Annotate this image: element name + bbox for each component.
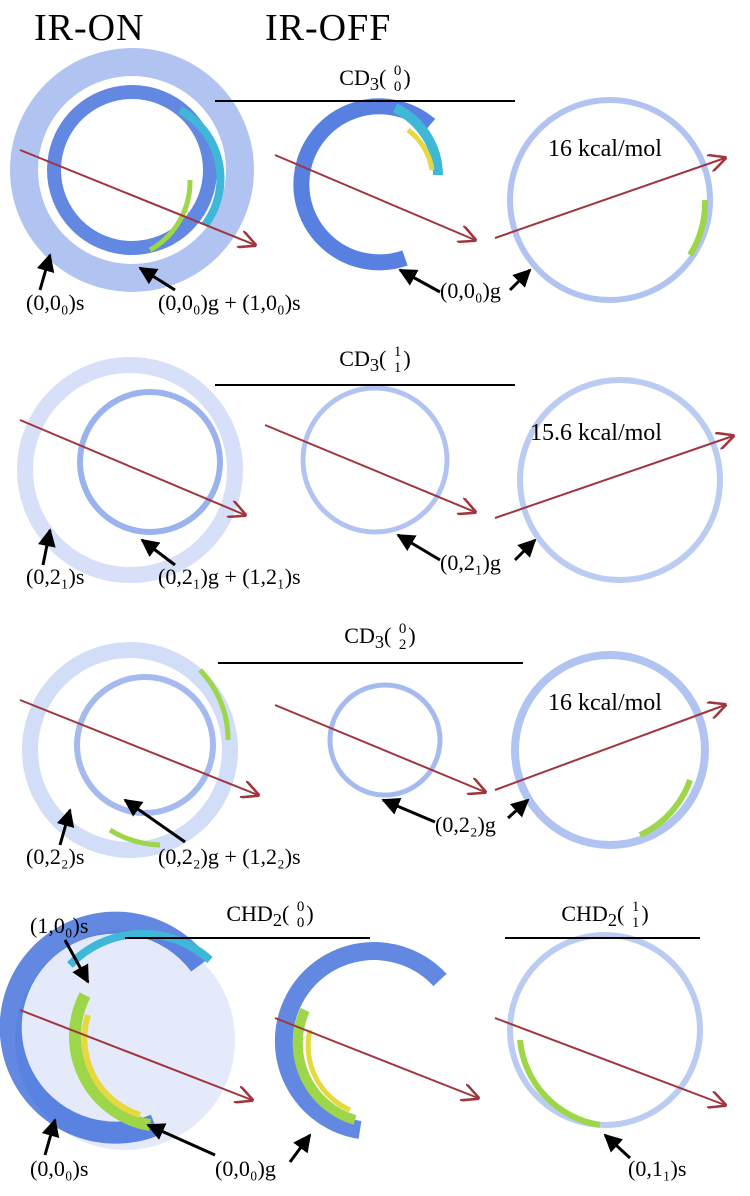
pointer-r4-c (146, 1123, 216, 1157)
label-r1-a: (0,0₀)s (26, 290, 85, 315)
label-r4-d: (0,1₁)s (628, 1156, 687, 1181)
pointer-r1-c (398, 268, 441, 294)
image-row4-ir-off (274, 942, 447, 1139)
image-row3-ir-off (327, 682, 443, 798)
image-row2-ir-off (300, 385, 450, 535)
label-r3-b: (0,2₂)g + (1,2₂)s (158, 844, 301, 869)
image-row3-right (511, 651, 709, 849)
header-ir-on: IR-ON (34, 7, 145, 49)
pointer-r2-a (37, 528, 56, 566)
label-r3-a: (0,2₂)s (26, 844, 85, 869)
image-row1-right (507, 97, 713, 303)
energy-row2: 15.6 kcal/mol (530, 420, 662, 446)
pointer-r1-d (508, 268, 532, 292)
label-r4-a: (1,0₀)s (30, 913, 89, 938)
label-r2-a: (0,2₁)s (26, 564, 85, 589)
image-row3-ir-on (22, 642, 238, 858)
label-r1-c: (0,0₀)g (440, 278, 501, 303)
velocity-arrow-r3a (19, 699, 258, 795)
row1-rule (215, 100, 515, 102)
row2-title: CD3( 1 1) (339, 344, 411, 376)
pointer-r1-b (138, 266, 176, 292)
image-row2-ir-on (17, 357, 243, 583)
label-r1-b: (0,0₀)g + (1,0₀)s (158, 290, 301, 315)
pointer-r4-e (603, 1133, 632, 1160)
image-row4-right (507, 932, 703, 1128)
velocity-arrow-r3b (274, 704, 485, 792)
energy-row1: 16 kcal/mol (548, 136, 662, 162)
velocity-arrow-r1b (274, 154, 475, 240)
header-ir-off: IR-OFF (265, 7, 392, 49)
pointer-r4-d (288, 1133, 312, 1163)
label-r2-b: (0,2₁)g + (1,2₁)s (158, 564, 301, 589)
pointer-r2-b (140, 538, 176, 567)
energy-row3: 16 kcal/mol (548, 690, 662, 716)
row4-rule-right (505, 937, 700, 939)
pointer-r2-d (513, 538, 537, 562)
label-r4-c: (0,0₀)g (215, 1156, 276, 1181)
velocity-arrow-r4b (274, 1017, 478, 1098)
pointer-r3-a (56, 808, 75, 846)
label-r3-c: (0,2₂)g (435, 812, 496, 837)
row2-rule (215, 384, 515, 386)
label-r4-b: (0,0₀)s (30, 1156, 89, 1181)
image-row1-ir-on (10, 48, 254, 292)
velocity-arrow-r1c (494, 158, 725, 239)
image-row2-right (517, 377, 723, 583)
pointer-r1-a (36, 253, 55, 291)
pointer-r3-d (506, 798, 530, 820)
row4-rule (125, 937, 370, 939)
image-row1-ir-off (293, 98, 443, 271)
row4-title: CHD2( 0 0) (226, 899, 314, 931)
velocity-arrow-r4c (494, 1017, 725, 1105)
velocity-arrow-r2a (19, 419, 245, 515)
velocity-arrow-r2b (264, 424, 475, 512)
velocity-arrow-r2c (494, 436, 733, 519)
label-r2-c: (0,2₁)g (440, 550, 501, 575)
pointer-r3-b (123, 798, 186, 844)
image-row4-ir-on (0, 911, 235, 1150)
row3-title: CD3( 0 2) (344, 621, 416, 653)
velocity-arrow-r1a (19, 149, 255, 245)
velocity-arrow-r4a (19, 1009, 252, 1100)
velocity-arrow-r3c (494, 705, 725, 791)
row3-rule (218, 662, 523, 664)
row4-title-right: CHD2( 1 1) (561, 899, 649, 931)
pointer-r4-b (41, 1118, 60, 1156)
pointer-r3-c (381, 798, 436, 824)
pointer-r2-c (396, 533, 441, 562)
pointer-r4-a (63, 939, 90, 984)
row1-title: CD3( 0 0) (339, 63, 411, 95)
